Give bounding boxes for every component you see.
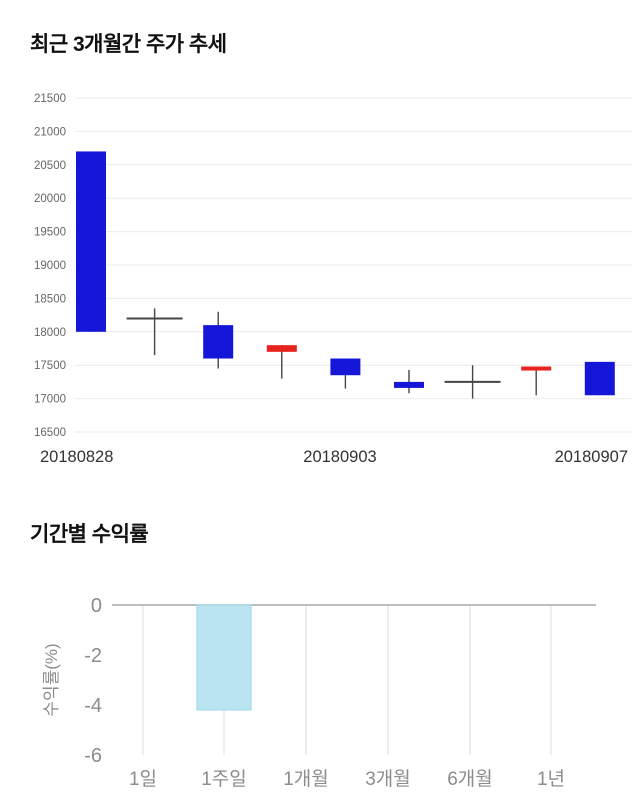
- price-ytick-label: 19000: [34, 260, 66, 272]
- returns-ytick-label: -6: [84, 745, 102, 767]
- returns-ytick-label: -2: [84, 645, 102, 667]
- price-ytick-label: 17000: [34, 394, 66, 406]
- price-date-label: 20180907: [555, 448, 628, 466]
- candle-6: [394, 369, 424, 394]
- price-ytick-label: 20500: [34, 160, 66, 172]
- candle-4: [266, 345, 297, 379]
- price-trend-title: 최근 3개월간 주가 추세: [30, 33, 227, 56]
- returns-xtick-label: 1일: [129, 768, 157, 790]
- returns-xtick-label: 1년: [537, 768, 565, 790]
- price-ytick-label: 19500: [34, 227, 66, 239]
- candle-9: [584, 361, 615, 396]
- candle-2: [126, 308, 183, 356]
- returns-xtick-label: 6개월: [447, 768, 493, 790]
- period-returns-bar-chart: 0 -2 -4 -6 수익률(%) 1일 1주일 1개월 3개월 6개월 1년: [42, 595, 596, 790]
- returns-xtick-label: 3개월: [365, 768, 411, 790]
- price-ytick-label: 18500: [34, 293, 66, 305]
- price-ytick-label: 21000: [34, 126, 66, 138]
- price-date-label: 20180828: [40, 448, 113, 466]
- candle-7: [444, 365, 501, 399]
- returns-ytick-label: -4: [84, 695, 102, 717]
- returns-ytick-label: 0: [91, 595, 102, 617]
- candle-3: [203, 311, 234, 369]
- candle-5: [330, 358, 361, 389]
- candle-8: [521, 366, 552, 396]
- period-returns-title: 기간별 수익률: [30, 523, 149, 546]
- candle-1: [76, 151, 106, 332]
- return-bar-1: [196, 604, 252, 711]
- price-ytick-label: 16500: [34, 427, 66, 439]
- returns-xtick-label: 1개월: [283, 768, 329, 790]
- price-ytick-label: 20000: [34, 193, 66, 205]
- price-candlestick-chart: 21500 21000 20500 20000 19500 19000 18500 18000…: [34, 93, 632, 466]
- price-ytick-label: 21500: [34, 93, 66, 105]
- price-ytick-label: 17500: [34, 360, 66, 372]
- price-date-label: 20180903: [303, 448, 376, 466]
- returns-yaxis-title: 수익률(%): [42, 643, 61, 716]
- returns-xtick-label: 1주일: [201, 768, 247, 790]
- price-ytick-label: 18000: [34, 327, 66, 339]
